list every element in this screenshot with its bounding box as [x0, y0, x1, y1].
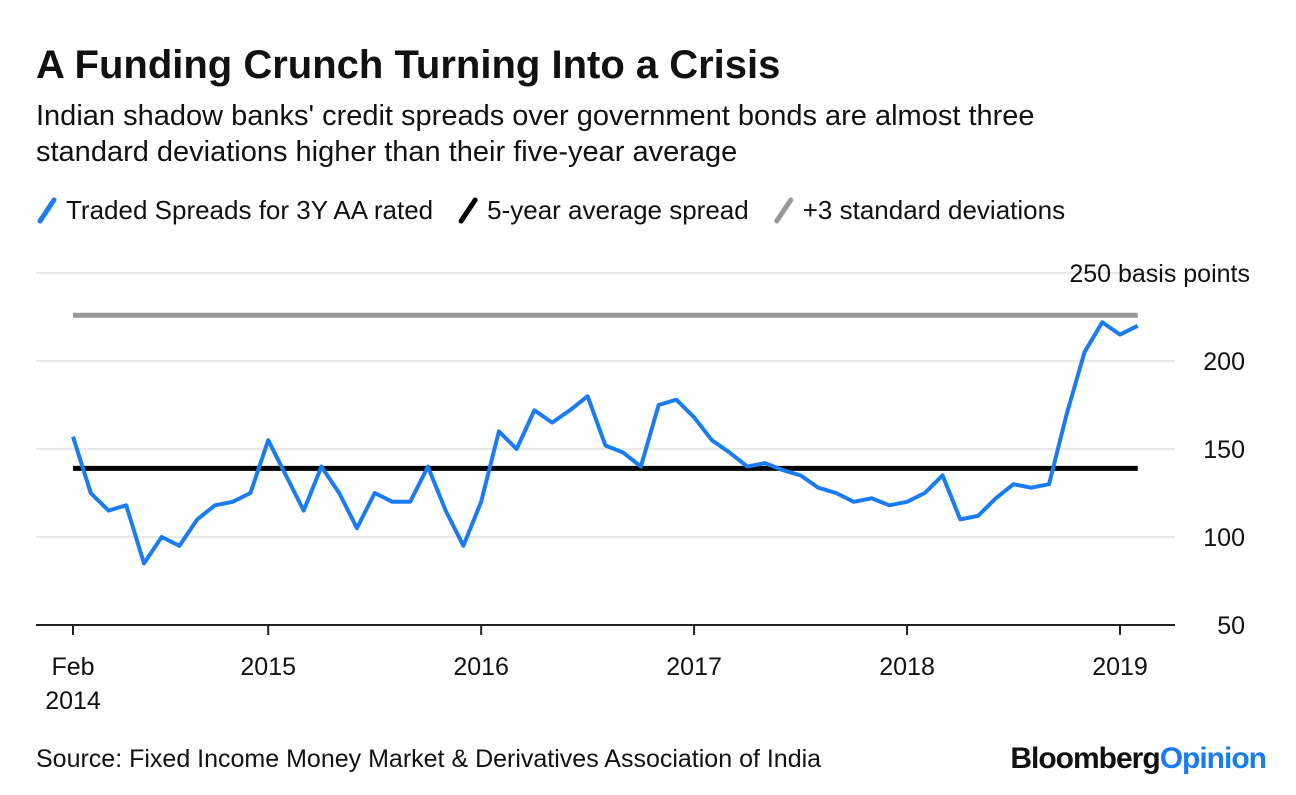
- x-tick-label: 2016: [453, 653, 509, 681]
- legend-label: 5-year average spread: [487, 195, 749, 225]
- x-tick-label: Feb 2014: [45, 653, 101, 715]
- x-tick-label: 2019: [1092, 653, 1148, 681]
- y-tick-label: 250 basis points: [1069, 260, 1250, 288]
- y-tick-label: 150: [1203, 436, 1245, 464]
- legend-swatch: [458, 197, 478, 224]
- source: Source: Fixed Income Money Market & Deri…: [36, 745, 821, 773]
- y-tick-label: 100: [1203, 524, 1245, 552]
- logo-part: Opinion: [1160, 742, 1266, 775]
- legend-swatch: [37, 197, 57, 224]
- logo-part: Bloomberg: [1010, 742, 1159, 775]
- series-line: [71, 320, 1139, 566]
- legend-label: Traded Spreads for 3Y AA rated: [66, 195, 433, 225]
- x-tick-label: 2018: [879, 653, 935, 681]
- logo: BloombergOpinion: [1010, 742, 1266, 775]
- x-tick-label: 2015: [240, 653, 296, 681]
- y-tick-label: 200: [1203, 348, 1245, 376]
- x-tick-label: 2017: [666, 653, 722, 681]
- legend-swatch: [774, 197, 794, 224]
- y-tick-label: 50: [1217, 612, 1245, 640]
- chart-subtitle: Indian shadow banks' credit spreads over…: [36, 100, 1035, 168]
- chart-title: A Funding Crunch Turning Into a Crisis: [36, 43, 780, 87]
- legend-label: +3 standard deviations: [803, 195, 1065, 225]
